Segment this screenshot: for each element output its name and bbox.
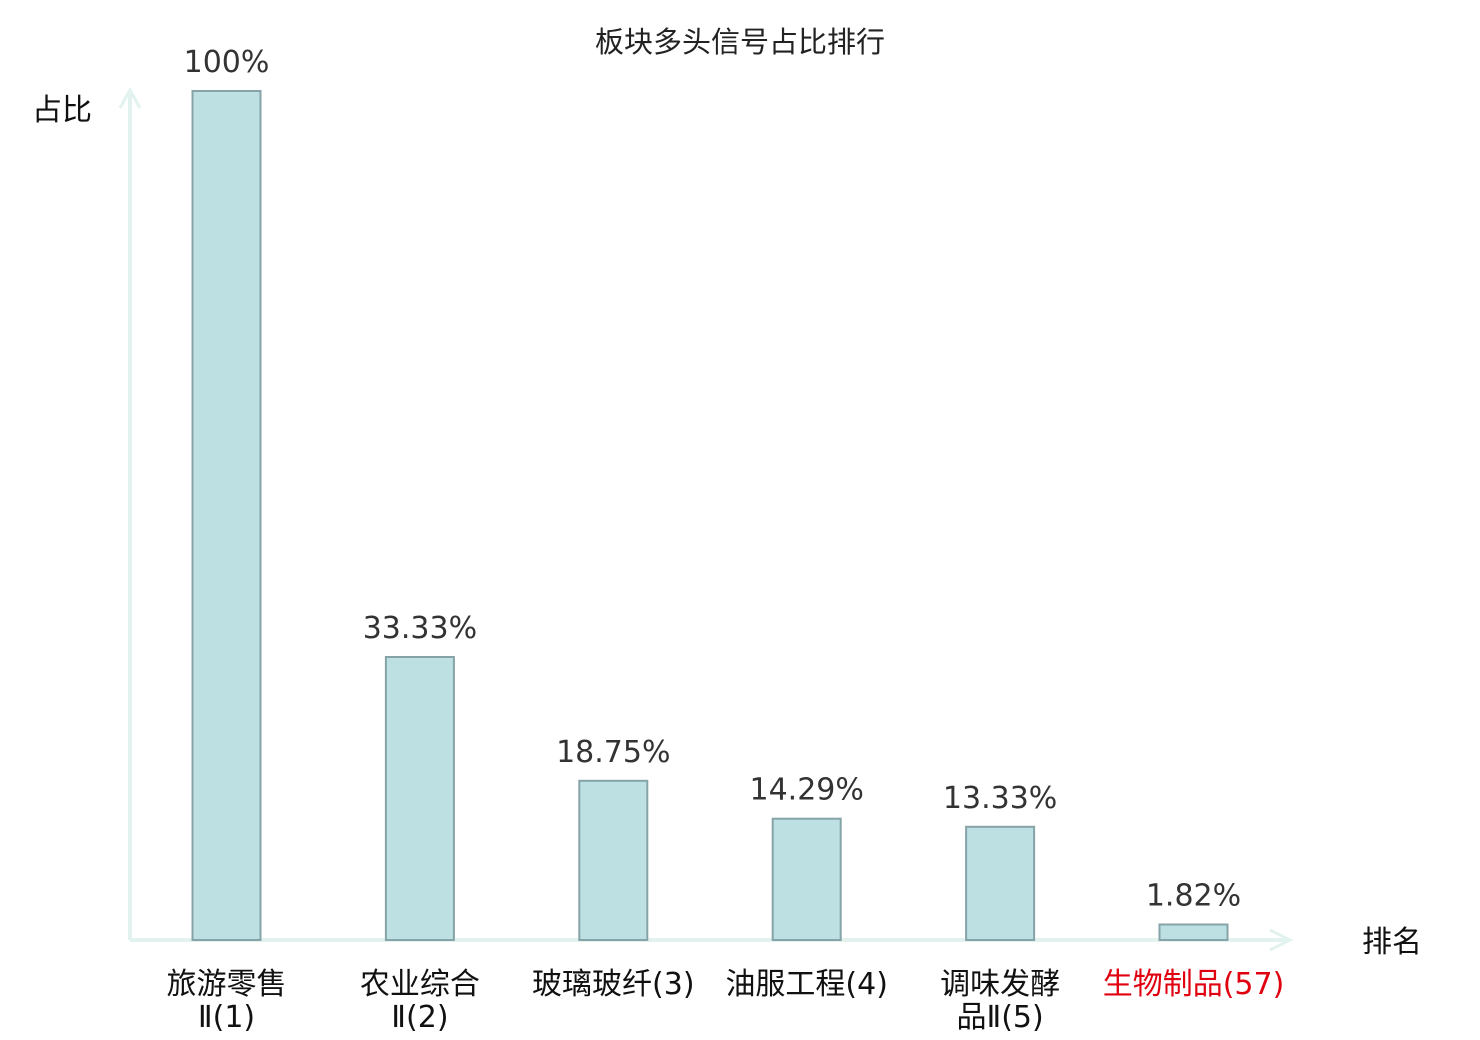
bar-value-label-2: 18.75% (556, 735, 670, 770)
bar-value-label-5: 1.82% (1146, 879, 1241, 914)
category-label-0-line-1: Ⅱ(1) (198, 1000, 255, 1035)
bar-5 (1158, 923, 1229, 941)
bar-1 (384, 656, 455, 941)
category-label-0-line-0: 旅游零售 (167, 967, 287, 1002)
x-axis-label: 排名 (1362, 925, 1422, 960)
x-axis (130, 928, 1294, 952)
value-labels-group: 100% 33.33% 18.75% 14.29% 13.33% 1.82% (184, 45, 1242, 914)
category-label-4-line-0: 调味发酵 (940, 967, 1060, 1002)
category-label-1-line-1: Ⅱ(2) (391, 1000, 448, 1035)
category-label-5-line-0: 生物制品(57) (1103, 967, 1285, 1002)
bar-3 (771, 817, 842, 942)
bar-0 (191, 90, 262, 941)
chart-title: 板块多头信号占比排行 (595, 25, 885, 59)
bar-value-label-4: 13.33% (943, 781, 1057, 816)
bars-group (191, 90, 1229, 942)
y-axis-label: 占比 (32, 93, 92, 128)
category-label-1-line-0: 农业综合 (360, 967, 480, 1002)
category-label-4-line-1: 品Ⅱ(5) (956, 1000, 1043, 1035)
bar-value-label-0: 100% (184, 45, 270, 80)
bar-value-label-1: 33.33% (363, 611, 477, 646)
y-axis (118, 86, 142, 940)
bar-2 (578, 779, 649, 941)
category-label-2-line-0: 玻璃玻纤(3) (532, 967, 695, 1002)
bar-4 (965, 825, 1036, 941)
bar-value-label-3: 14.29% (750, 773, 864, 808)
category-label-3-line-0: 油服工程(4) (725, 967, 888, 1002)
